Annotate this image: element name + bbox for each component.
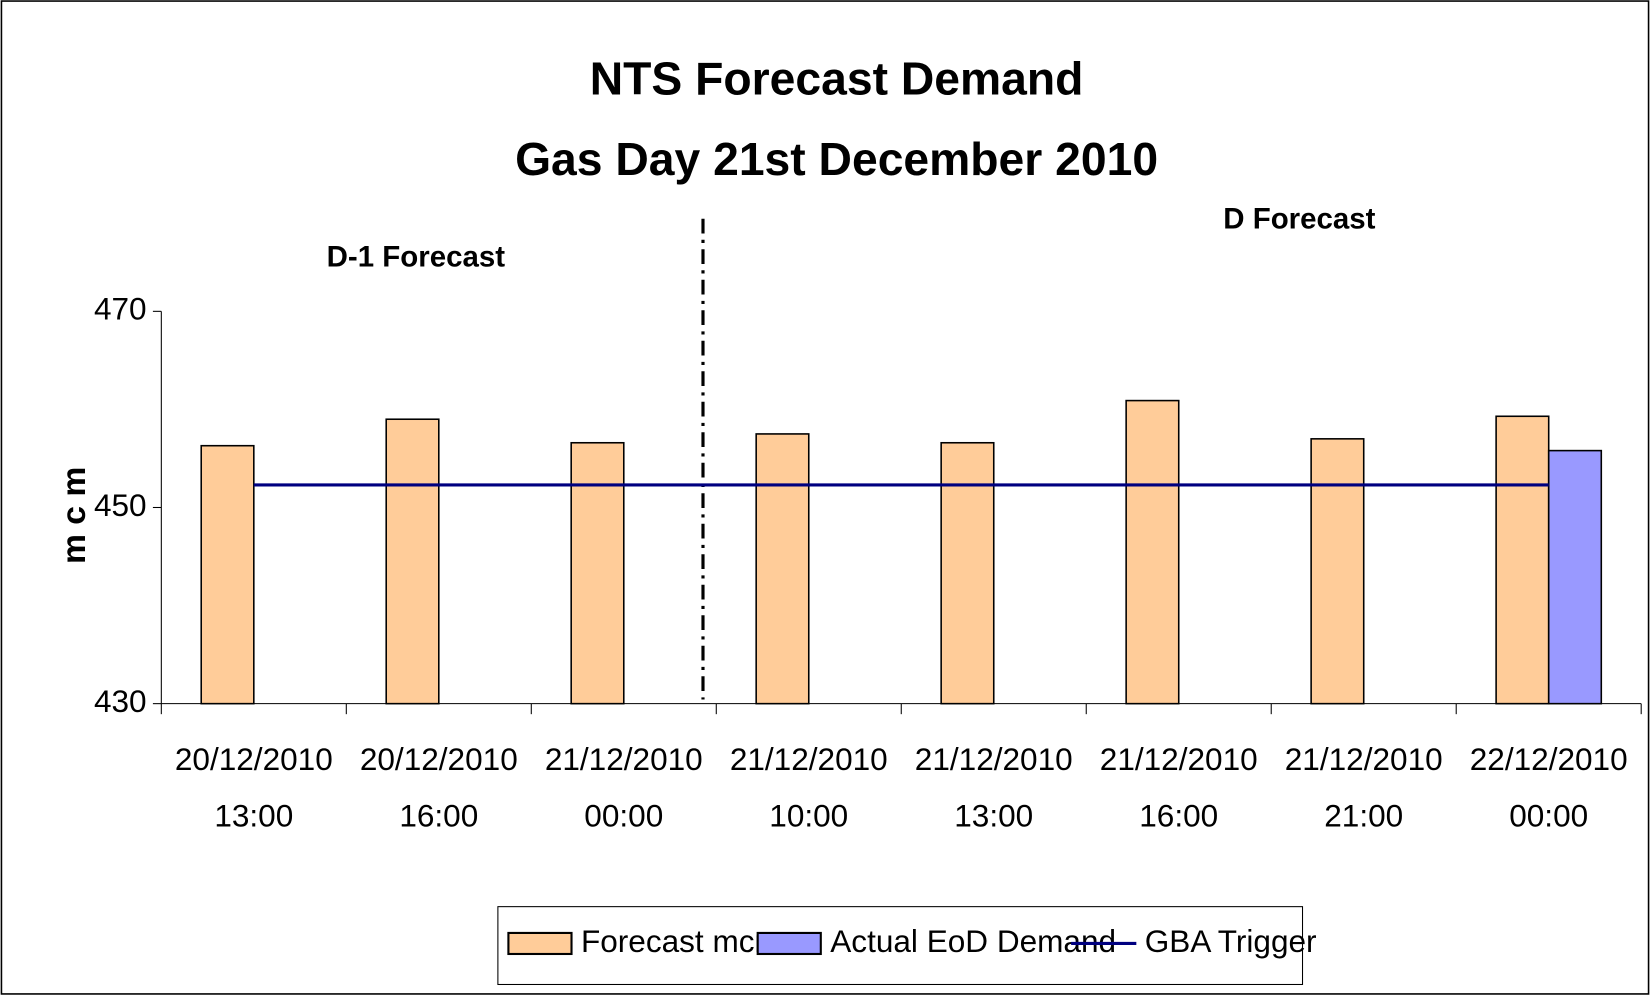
- legend-swatch: [507, 931, 573, 956]
- x-tick-label: 16:00: [399, 798, 478, 834]
- x-tick-label: 21/12/2010: [915, 741, 1073, 777]
- bar: [1125, 399, 1180, 705]
- y-tick-label: 470: [94, 291, 147, 327]
- legend: [497, 906, 1304, 986]
- y-tick-label: 450: [94, 487, 147, 523]
- x-tick-label: 21/12/2010: [545, 741, 703, 777]
- x-tick-label: 10:00: [769, 798, 848, 834]
- y-axis-label: m c m: [56, 467, 93, 564]
- chart-subtitle: Gas Day 21st December 2010: [515, 133, 1158, 185]
- bar: [1495, 415, 1550, 705]
- legend-label: Actual EoD Demand: [830, 923, 1116, 959]
- x-tick-label: 22/12/2010: [1470, 741, 1628, 777]
- bar: [570, 441, 625, 705]
- legend-label: Forecast mcm: [581, 923, 781, 959]
- x-tick-label: 00:00: [1509, 798, 1588, 834]
- annotation: D-1 Forecast: [327, 241, 506, 274]
- x-tick-label: 20/12/2010: [360, 741, 518, 777]
- legend-label: GBA Trigger: [1145, 923, 1317, 959]
- annotation: D Forecast: [1223, 203, 1375, 236]
- chart-title: NTS Forecast Demand: [590, 52, 1084, 104]
- bar: [940, 441, 995, 705]
- x-tick-label: 13:00: [214, 798, 293, 834]
- bar: [1310, 438, 1365, 705]
- x-tick-label: 13:00: [954, 798, 1033, 834]
- x-tick-label: 21/12/2010: [730, 741, 888, 777]
- x-tick-label: 21/12/2010: [1100, 741, 1258, 777]
- x-tick-label: 16:00: [1139, 798, 1218, 834]
- y-tick-label: 430: [94, 683, 147, 719]
- bar: [755, 433, 810, 705]
- x-tick-label: 21:00: [1324, 798, 1403, 834]
- bar: [200, 444, 255, 705]
- x-tick-label: 20/12/2010: [175, 741, 333, 777]
- bar: [1547, 449, 1603, 705]
- legend-swatch: [756, 931, 822, 956]
- x-tick-label: 21/12/2010: [1285, 741, 1443, 777]
- bar: [385, 418, 440, 705]
- x-tick-label: 00:00: [584, 798, 663, 834]
